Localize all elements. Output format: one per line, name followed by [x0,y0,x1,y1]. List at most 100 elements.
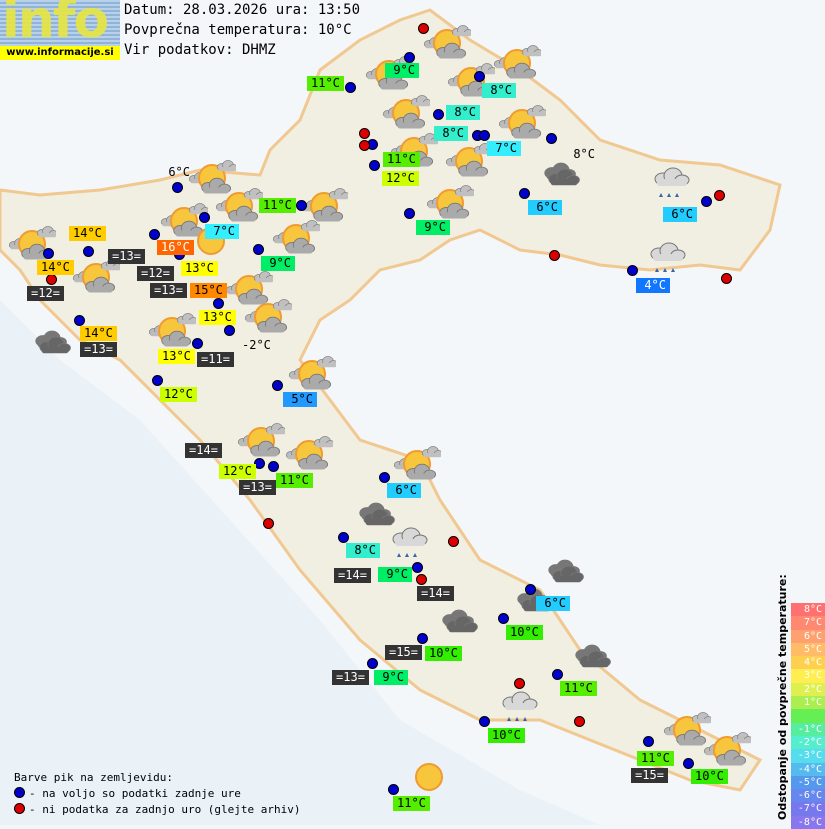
station-dot-missing[interactable] [448,536,459,547]
scale-step: -7°C [791,802,825,816]
station-dot-ok[interactable] [338,532,349,543]
temp-label: 9°C [416,220,450,235]
station-dot-ok[interactable] [433,109,444,120]
sea-temp-label: =13= [150,283,187,298]
sea-temp-label: =13= [108,249,145,264]
station-dot-ok[interactable] [268,461,279,472]
station-dot-ok[interactable] [379,472,390,483]
station-dot-ok[interactable] [74,315,85,326]
sea-temp-label: =15= [385,645,422,660]
station-dot-ok[interactable] [192,338,203,349]
rain-icon [645,163,695,207]
station-dot-ok[interactable] [199,212,210,223]
temp-label: 11°C [259,198,296,213]
scale-step: -4°C [791,762,825,776]
sea-area [0,300,600,825]
station-dot-ok[interactable] [149,229,160,240]
scale-step: 8°C [791,603,825,617]
station-dot-ok[interactable] [525,584,536,595]
sea-temp-label: =12= [27,286,64,301]
station-dot-ok[interactable] [369,160,380,171]
logo-url[interactable]: www.informacije.si [0,46,120,60]
station-dot-ok[interactable] [83,246,94,257]
station-dot-ok[interactable] [683,758,694,769]
temp-label: 6°C [536,596,570,611]
scale-step: 6°C [791,629,825,643]
station-dot-missing[interactable] [46,274,57,285]
land-area [0,8,782,792]
sea-temp-label: =13= [239,480,276,495]
temp-label: 10°C [506,625,543,640]
temp-label: 14°C [37,260,74,275]
station-dot-ok[interactable] [152,375,163,386]
overcast-icon [433,605,483,649]
temp-label: 9°C [374,670,408,685]
station-dot-missing[interactable] [721,273,732,284]
temp-label: 11°C [276,473,313,488]
station-dot-missing[interactable] [359,140,370,151]
site-logo[interactable]: info www.informacije.si [0,0,120,60]
station-dot-missing[interactable] [549,250,560,261]
station-dot-ok[interactable] [701,196,712,207]
station-dot-ok[interactable] [224,325,235,336]
source-line: Vir podatkov: DHMZ [124,42,276,58]
temp-label: 7°C [487,141,521,156]
station-dot-ok[interactable] [172,182,183,193]
scale-step: -3°C [791,749,825,763]
station-dot-missing[interactable] [514,678,525,689]
temp-label: 6°C [528,200,562,215]
partly-cloudy-icon [186,157,238,201]
temp-label: 9°C [385,63,419,78]
station-dot-ok[interactable] [272,380,283,391]
station-dot-ok[interactable] [388,784,399,795]
station-dot-missing[interactable] [714,190,725,201]
temp-label: 9°C [378,567,412,582]
station-dot-ok[interactable] [643,736,654,747]
temp-label: 8°C [482,83,516,98]
station-dot-missing[interactable] [416,574,427,585]
partly-cloudy-icon [443,140,495,184]
station-dot-ok[interactable] [546,133,557,144]
station-dot-ok[interactable] [345,82,356,93]
station-dot-ok[interactable] [552,669,563,680]
rain-icon [383,523,433,567]
legend-missing: - ni podatka za zadnjo uro (glejte arhiv… [29,803,301,816]
partly-cloudy-icon [146,310,198,354]
station-dot-missing[interactable] [359,128,370,139]
station-dot-ok[interactable] [213,298,224,309]
avg-temp-line: Povprečna temperatura: 10°C [124,22,352,38]
partly-cloudy-icon [242,296,294,340]
station-dot-ok[interactable] [498,613,509,624]
station-dot-ok[interactable] [479,716,490,727]
station-dot-ok[interactable] [367,658,378,669]
temp-label: 6°C [387,483,421,498]
partly-cloudy-icon [391,443,443,487]
logo-text: info [2,0,109,50]
station-dot-missing[interactable] [418,23,429,34]
station-dot-ok[interactable] [479,130,490,141]
station-dot-ok[interactable] [412,562,423,573]
sea-temp-label: =14= [185,443,222,458]
station-dot-ok[interactable] [417,633,428,644]
station-dot-ok[interactable] [254,458,265,469]
temp-label: 16°C [157,240,194,255]
temperature-deviation-scale: 8°C 7°C 6°C 5°C 4°C 3°C 2°C 1°C -1°C -2°C -3°C -4°C… [791,603,825,829]
station-dot-missing[interactable] [574,716,585,727]
station-dot-ok[interactable] [519,188,530,199]
station-dot-ok[interactable] [296,200,307,211]
scale-step: -8°C [791,815,825,829]
station-dot-ok[interactable] [474,71,485,82]
station-dot-missing[interactable] [263,518,274,529]
legend: Barve pik na zemljevidu: - na voljo so p… [14,770,301,818]
temp-label: 11°C [307,76,344,91]
station-dot-ok[interactable] [43,248,54,259]
partly-cloudy-icon [286,353,338,397]
partly-cloudy-icon [496,102,548,146]
sea-temp-label: =13= [332,670,369,685]
station-dot-ok[interactable] [627,265,638,276]
station-dot-ok[interactable] [253,244,264,255]
station-dot-ok[interactable] [404,52,415,63]
date-line: Datum: 28.03.2026 ura: 13:50 [124,2,361,18]
station-dot-ok[interactable] [404,208,415,219]
